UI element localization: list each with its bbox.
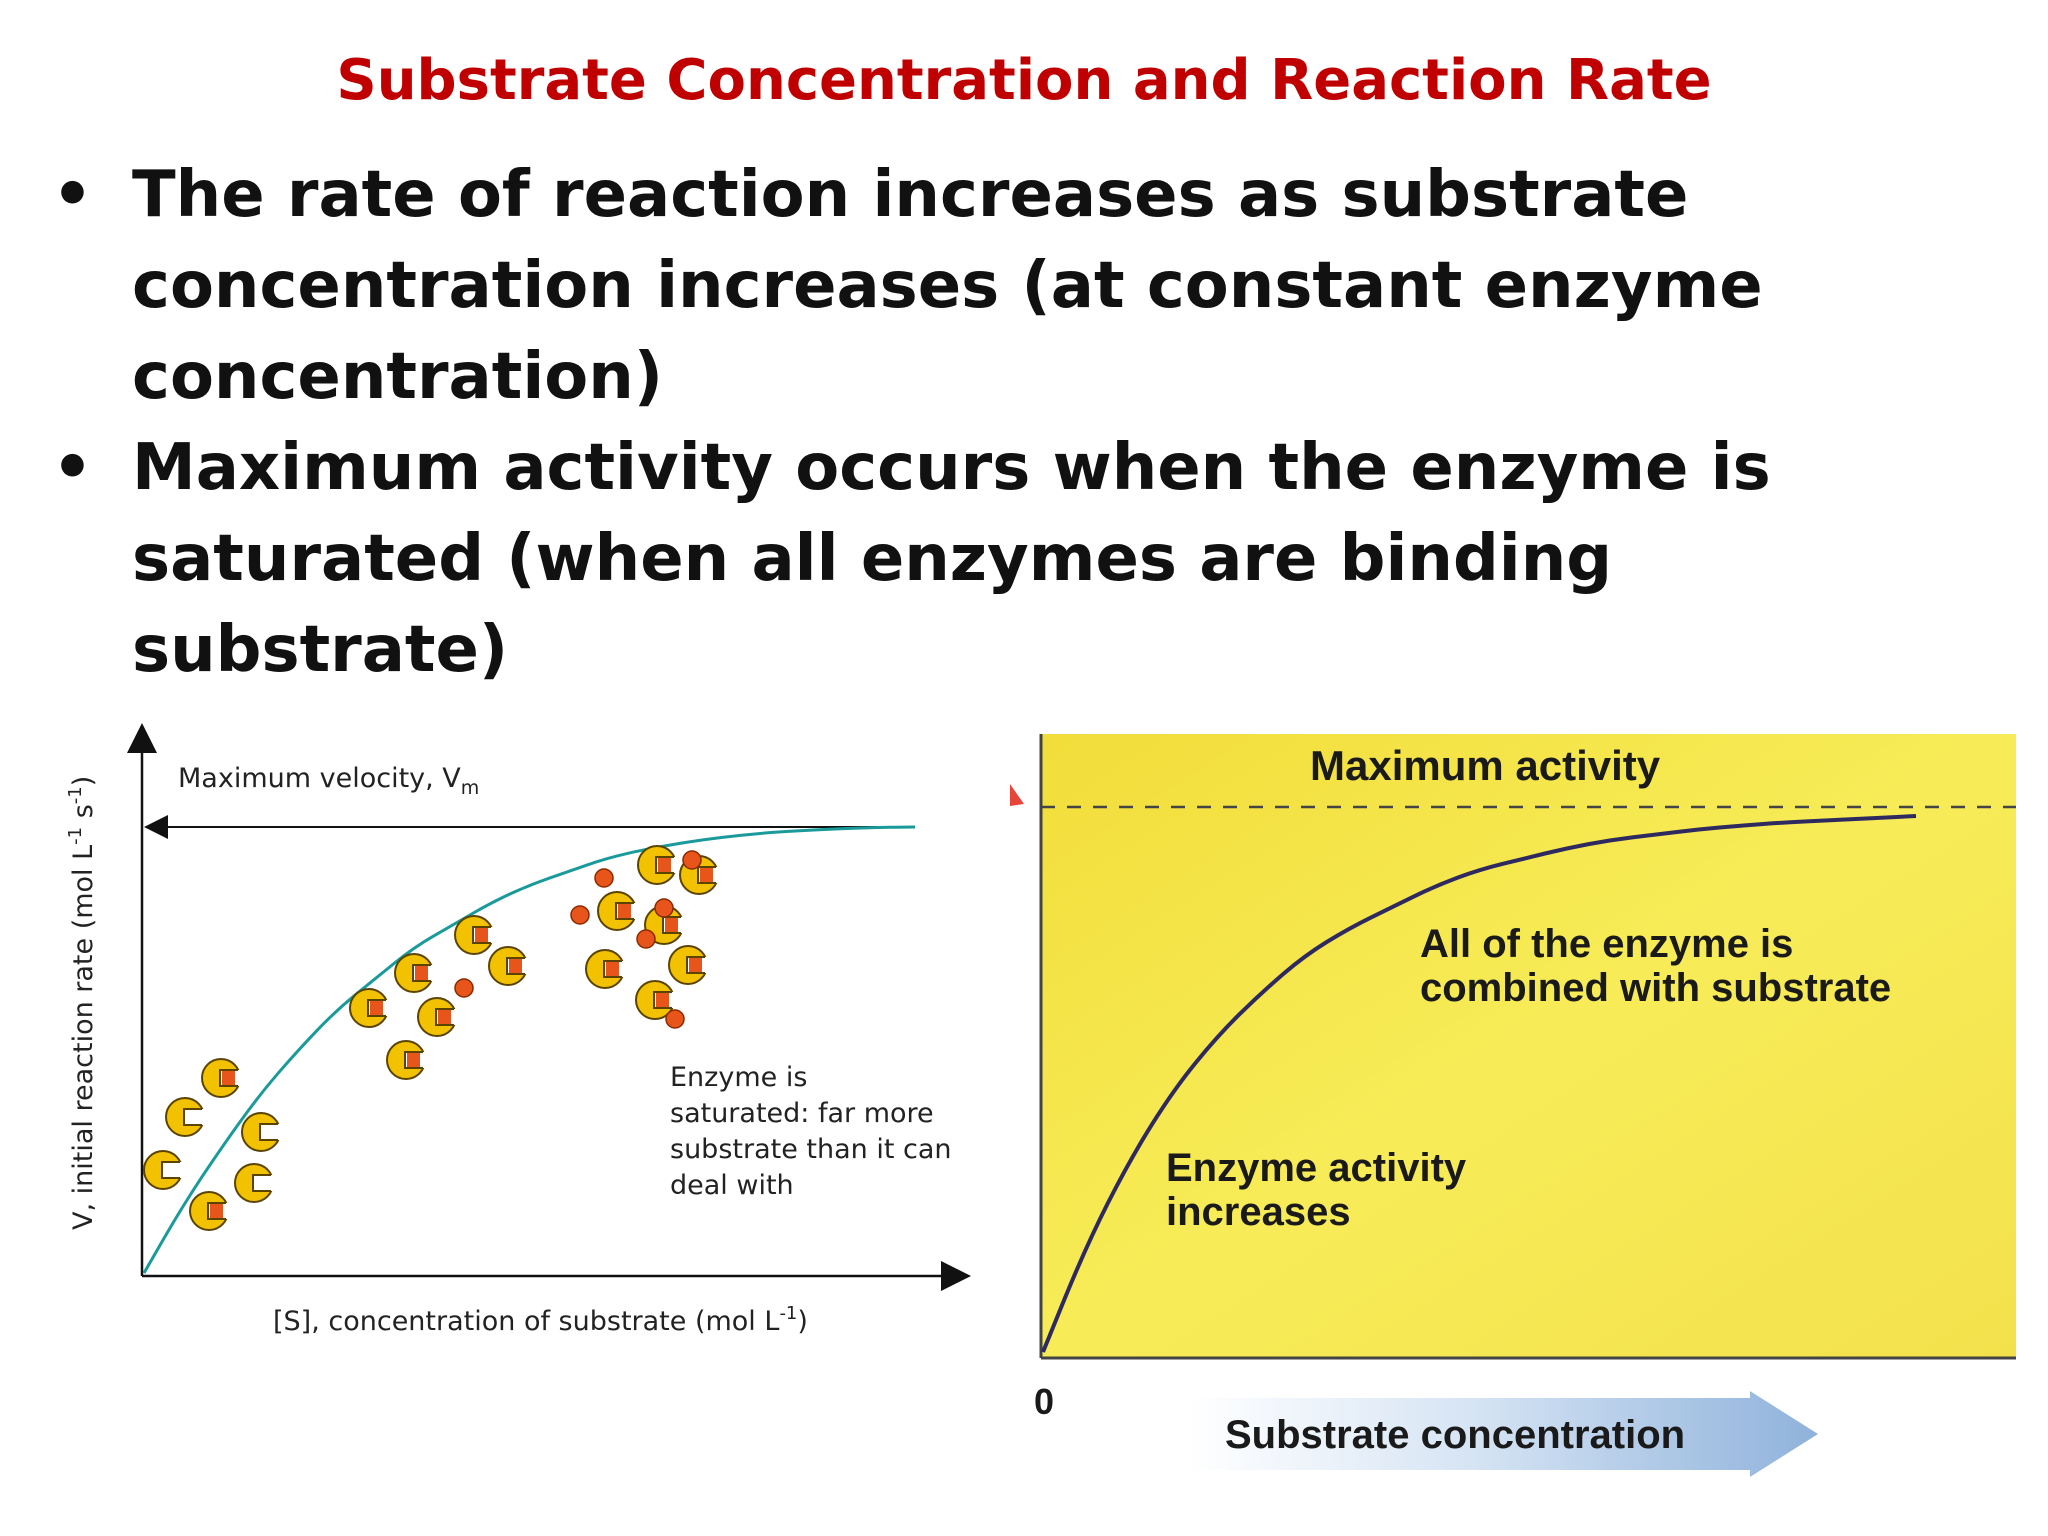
- bullet-list: • The rate of reaction increases as subs…: [48, 150, 2008, 696]
- origin-label: 0: [1034, 1381, 1054, 1422]
- substrate-icon: [654, 898, 674, 918]
- enzyme-substrate-complex-icon: [201, 1058, 242, 1098]
- substrate-icon: [454, 978, 474, 998]
- slide-title: Substrate Concentration and Reaction Rat…: [336, 48, 1712, 113]
- vmax-label: Maximum velocity, Vm: [178, 763, 479, 799]
- bullet-text: Maximum activity occurs when the enzyme …: [132, 431, 1771, 687]
- saturation-curve: [142, 825, 916, 1274]
- enzyme-substrate-complex-icon: [386, 1040, 427, 1080]
- x-axis-arrow: [1190, 1391, 1818, 1477]
- bullet-item: • Maximum activity occurs when the enzym…: [48, 423, 2008, 696]
- enzyme-substrate-complex-icon: [585, 949, 626, 989]
- enzyme-substrate-complex-icon: [454, 915, 495, 955]
- enzyme-substrate-illustration: [143, 845, 720, 1231]
- chart-background: [1040, 734, 2016, 1358]
- enzyme-substrate-complex-icon: [597, 891, 638, 931]
- enzyme-substrate-complex-icon: [189, 1191, 230, 1231]
- substrate-icon: [570, 905, 590, 925]
- enzyme-substrate-complex-icon: [637, 845, 678, 885]
- substrate-icon: [682, 850, 702, 870]
- enzyme-substrate-complex-icon: [394, 953, 435, 993]
- velocity-chart: Maximum velocity, Vm Enzyme is saturated…: [65, 723, 971, 1337]
- bullet-dot-icon: •: [52, 158, 93, 232]
- enzyme-icon: [241, 1112, 282, 1152]
- enzyme-substrate-complex-icon: [349, 988, 390, 1028]
- enzyme-substrate-complex-icon: [668, 945, 709, 985]
- increases-label: Enzyme activity increases: [1166, 1146, 1477, 1234]
- activity-curve: [1041, 814, 1917, 1353]
- combined-label: All of the enzyme is combined with subst…: [1420, 922, 1891, 1010]
- bullet-item: • The rate of reaction increases as subs…: [48, 150, 2008, 423]
- enzyme-icon: [234, 1163, 275, 1203]
- bullet-dot-icon: •: [52, 431, 93, 505]
- enzyme-substrate-complex-icon: [488, 946, 529, 986]
- enzyme-icon: [143, 1150, 184, 1190]
- corner-mark-icon: [1010, 784, 1024, 806]
- x-axis-label: [S], concentration of substrate (mol L-1…: [273, 1303, 808, 1337]
- y-axis-label: V, initial reaction rate (mol L-1 s-1): [65, 776, 99, 1230]
- substrate-icon: [636, 929, 656, 949]
- substrate-icon: [594, 868, 614, 888]
- saturated-note: Enzyme is saturated: far more substrate …: [670, 1062, 960, 1201]
- activity-chart: Maximum activity All of the enzyme is co…: [1010, 734, 2016, 1477]
- enzyme-substrate-complex-icon: [417, 997, 458, 1037]
- x-axis-label: Substrate concentration: [1225, 1413, 1685, 1457]
- enzyme-substrate-complex-icon: [635, 980, 676, 1020]
- substrate-icon: [665, 1009, 685, 1029]
- bullet-text: The rate of reaction increases as substr…: [132, 158, 1763, 414]
- enzyme-icon: [165, 1097, 206, 1137]
- max-activity-label: Maximum activity: [1310, 742, 1661, 789]
